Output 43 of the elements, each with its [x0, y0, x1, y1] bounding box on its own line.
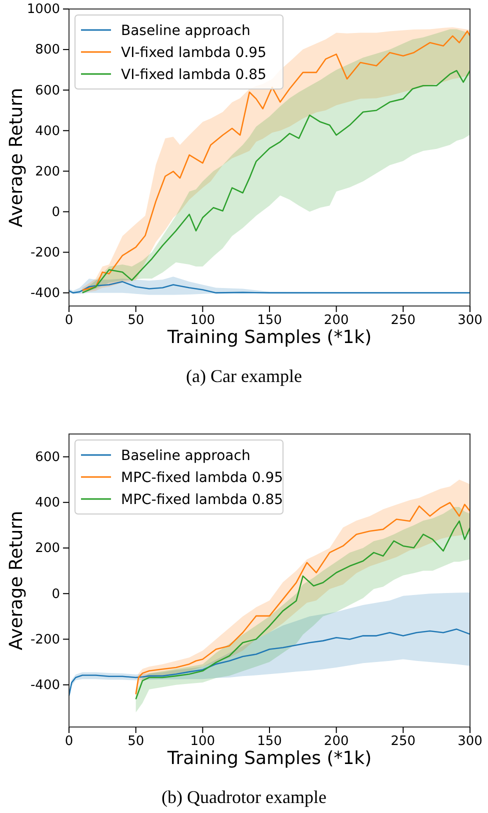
x-tick-label: 150	[257, 313, 282, 328]
x-tick-label: 100	[190, 313, 216, 328]
x-tick-label: 0	[64, 734, 74, 750]
x-axis-title: Training Samples (*1k)	[166, 748, 372, 769]
y-tick-label: 600	[35, 83, 60, 98]
legend-label: VI-fixed lambda 0.85	[121, 67, 266, 83]
y-tick-label: 600	[35, 450, 60, 465]
y-tick-label: -200	[30, 245, 60, 260]
x-tick-label: 50	[128, 734, 144, 750]
y-axis-title: Average Return	[6, 88, 27, 228]
line-series	[68, 628, 471, 696]
x-tick-label: 250	[390, 734, 416, 750]
line-series	[68, 281, 471, 294]
legend-label: Baseline approach	[121, 23, 250, 39]
y-tick-label: 400	[35, 124, 60, 139]
y-tick-label: 200	[35, 164, 60, 180]
x-tick-label: 300	[458, 734, 482, 750]
y-axis-title: Average Return	[6, 510, 27, 650]
y-tick-label: 200	[35, 541, 60, 556]
y-tick-label: -200	[30, 632, 60, 648]
legend-label: MPC-fixed lambda 0.95	[121, 470, 284, 486]
y-tick-label: -400	[30, 286, 60, 301]
y-tick-label: 0	[52, 204, 60, 220]
legend-label: MPC-fixed lambda 0.85	[121, 492, 284, 508]
text: (a) Car example	[186, 366, 302, 386]
y-tick-label: 400	[35, 496, 60, 511]
x-tick-label: 250	[390, 313, 416, 328]
legend-label: VI-fixed lambda 0.95	[121, 45, 266, 61]
x-axis-title: Training Samples (*1k)	[166, 327, 372, 348]
y-tick-label: -400	[30, 678, 60, 693]
y-tick-label: 1000	[26, 2, 60, 18]
x-tick-label: 100	[190, 734, 216, 750]
line-series	[82, 70, 471, 294]
x-tick-label: 50	[128, 313, 144, 328]
text: (b) Quadrotor example	[162, 787, 326, 807]
x-tick-label: 150	[257, 734, 282, 750]
y-tick-label: 0	[52, 586, 60, 602]
y-tick-label: 800	[35, 42, 60, 58]
x-tick-label: 200	[324, 734, 349, 750]
legend-label: Baseline approach	[121, 448, 250, 464]
x-tick-label: 300	[458, 313, 482, 328]
x-tick-label: 200	[324, 313, 349, 328]
x-tick-label: 0	[64, 313, 74, 328]
